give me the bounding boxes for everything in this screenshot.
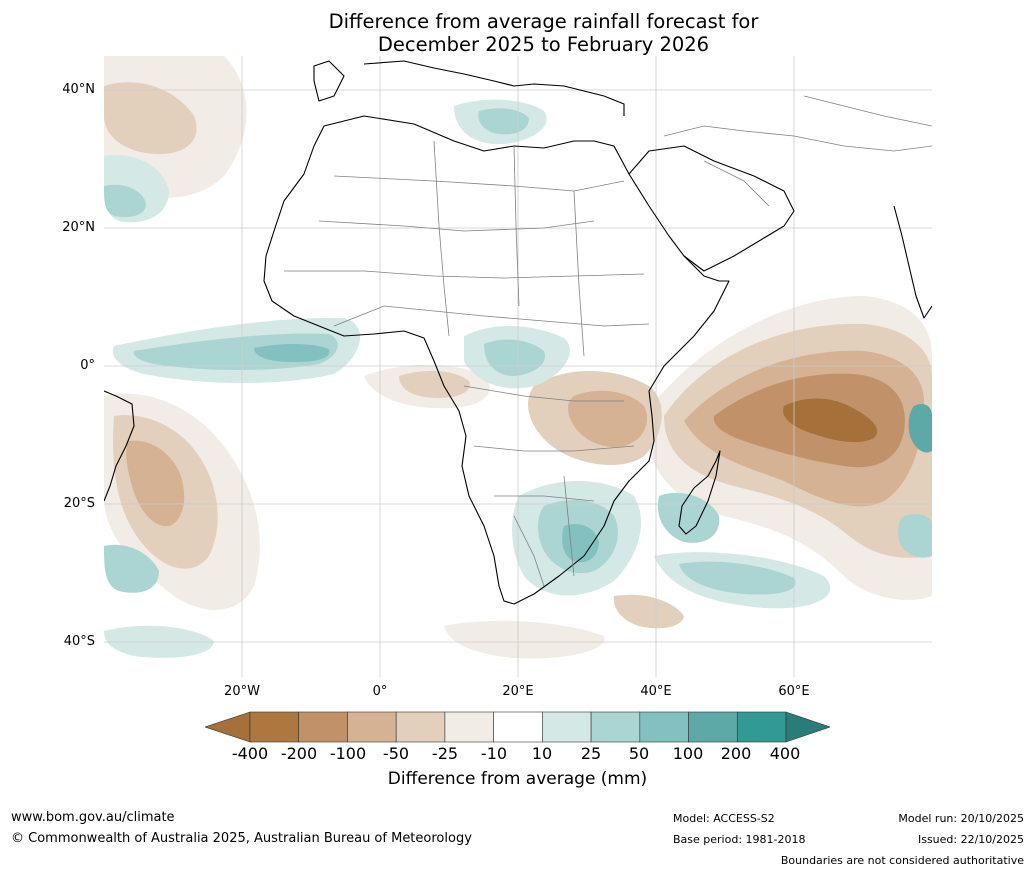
coastline-arabia (628, 145, 795, 272)
colorbar-extend-low (205, 711, 251, 743)
colorbar-tick: 200 (720, 744, 752, 763)
dry-region-central-africa-2 (568, 390, 648, 447)
footer-model: Model: ACCESS-S2 (673, 812, 775, 825)
colorbar-title: Difference from average (mm) (387, 769, 648, 789)
colorbar-cell (736, 711, 787, 743)
colorbar-cell (444, 711, 494, 743)
wet-region-sw-indian-2 (679, 561, 796, 595)
coastline-madagascar (678, 450, 721, 535)
rainfall-anomaly-map (104, 56, 932, 677)
coastline-europe (313, 60, 625, 116)
colorbar-tick: -100 (329, 744, 367, 763)
colorbar-cell (590, 711, 641, 743)
colorbar-cell (688, 711, 738, 743)
lon-label-20w: 20°W (224, 684, 260, 699)
dry-region-southern-ocean-2 (613, 594, 684, 629)
colorbar-cell (298, 711, 348, 743)
coastline-africa (263, 115, 730, 605)
anomaly-shading (104, 56, 932, 659)
footer-disclaimer: Boundaries are not considered authoritat… (780, 854, 1024, 867)
title-line-1: Difference from average rainfall forecas… (328, 10, 759, 33)
wet-region-east-edge (908, 404, 932, 453)
colorbar-cell (639, 711, 689, 743)
lon-label-40e: 40°E (640, 684, 672, 699)
colorbar-extend-high (785, 711, 830, 743)
lon-label-20e: 20°E (502, 684, 534, 699)
colorbar-tick: -400 (231, 744, 269, 763)
lat-label-20s: 20°S (63, 496, 95, 511)
colorbar-tick: 25 (580, 744, 602, 763)
lat-label-40s: 40°S (63, 634, 95, 649)
footer-base-period: Base period: 1981-2018 (673, 833, 806, 846)
lat-label-40n: 40°N (62, 82, 95, 97)
colorbar-cell (542, 711, 592, 743)
dry-region-gulf-of-guinea-2 (399, 370, 470, 398)
dry-core (783, 398, 878, 443)
wet-region-congo-2 (484, 339, 545, 376)
wet-region-equatorial-atlantic-3 (254, 343, 330, 362)
coastline-india (893, 205, 932, 319)
lon-label-60e: 60°E (778, 684, 810, 699)
wet-region-mediterranean-2 (478, 108, 529, 135)
wet-region-madagascar (657, 492, 720, 543)
country-borders (284, 95, 932, 587)
graticule (104, 56, 932, 677)
colorbar-cell (347, 711, 397, 743)
colorbar-tick: -10 (480, 744, 508, 763)
colorbar (205, 711, 830, 743)
colorbar-cell (395, 711, 446, 743)
colorbar-tick: -25 (431, 744, 459, 763)
wet-region-east-edge-2 (898, 514, 932, 558)
lat-label-20n: 20°N (62, 220, 95, 235)
footer-model-run: Model run: 20/10/2025 (898, 812, 1024, 825)
colorbar-tick: 100 (672, 744, 704, 763)
dry-region-southern-ocean (444, 620, 605, 659)
footer-copyright: © Commonwealth of Australia 2025, Austra… (11, 831, 472, 846)
footer-url[interactable]: www.bom.gov.au/climate (11, 810, 175, 825)
coastline-south-america (104, 390, 135, 502)
lat-label-0: 0° (80, 358, 95, 373)
colorbar-tick: -50 (382, 744, 410, 763)
chart-title: Difference from average rainfall forecas… (0, 10, 1035, 56)
title-line-2: December 2025 to February 2026 (377, 33, 710, 56)
wet-region-west-atlantic-2 (104, 184, 146, 218)
colorbar-tick: 10 (531, 744, 553, 763)
colorbar-tick: -200 (280, 744, 318, 763)
colorbar-cell (493, 711, 543, 743)
lon-label-0: 0° (372, 684, 388, 699)
dry-region-north-atlantic-2 (104, 82, 197, 155)
colorbar-tick: 400 (769, 744, 801, 763)
colorbar-cells (249, 711, 787, 743)
wet-region-atlantic-south (104, 544, 159, 593)
colorbar-cell (249, 711, 300, 743)
dry-region-south-atlantic-3 (126, 440, 185, 527)
coastlines (104, 60, 932, 605)
colorbar-tick: 50 (628, 744, 650, 763)
footer-issued: Issued: 22/10/2025 (917, 833, 1024, 846)
